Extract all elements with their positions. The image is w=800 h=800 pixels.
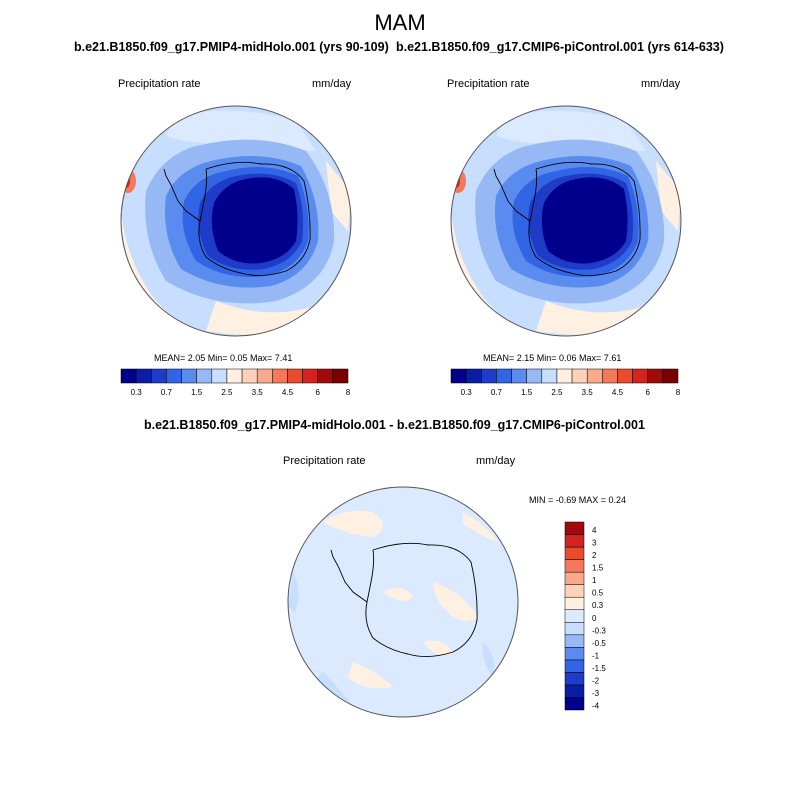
panel-1-colorbar-swatch: [332, 368, 349, 384]
panel-2-colorbar-swatch: [541, 368, 558, 384]
panel-2-colorbar-swatch: [602, 368, 618, 384]
panel-2-colorbar-tick-label: 3.5: [582, 388, 594, 397]
panel-1-variable: Precipitation rate: [118, 78, 201, 90]
panel-1-colorbar-swatch: [302, 368, 318, 384]
panel-2-colorbar-tick-label: 0.7: [491, 388, 503, 397]
panel-1-colorbar-swatch: [241, 368, 258, 384]
panel-1-colorbar-swatch: [226, 368, 243, 384]
panel-1-colorbar: 0.3 0.7 1.5 2.5 3.5 4.5 6 8: [120, 368, 351, 397]
diff-panel-stats: MIN = -0.69 MAX = 0.24: [529, 495, 627, 505]
diff-colorbar-swatch: [564, 559, 585, 573]
diff-colorbar-tick-label: 3: [592, 539, 597, 548]
panel-2-colorbar-swatch: [481, 368, 497, 384]
diff-colorbar-swatch: [564, 584, 585, 598]
diff-colorbar-swatch: [564, 622, 585, 636]
panel-1-colorbar-swatch: [317, 368, 334, 384]
diff-colorbar-tick-label: 0.3: [592, 601, 604, 610]
panel-1-colorbar-tick-label: 0.3: [131, 388, 143, 397]
panel-2-units: mm/day: [641, 78, 681, 90]
panel-1-colorbar-tick-label: 4.5: [282, 388, 294, 397]
diff-colorbar-swatch: [564, 596, 585, 610]
panel-2-colorbar-swatch: [526, 368, 543, 384]
panel-1-colorbar-swatch: [272, 368, 288, 384]
panel-1-colorbar-tick-label: 8: [346, 388, 351, 397]
panel-2-colorbar-tick-label: 1.5: [521, 388, 533, 397]
panel-2-colorbar-tick-label: 4.5: [612, 388, 624, 397]
diff-colorbar-tick-label: -2: [592, 676, 600, 685]
panel-1-colorbar-tick-label: 6: [316, 388, 321, 397]
diff-colorbar-swatch: [564, 521, 585, 535]
season-title: MAM: [374, 10, 426, 35]
panel-1-map: [120, 105, 352, 337]
panel-1-colorbar-tick-label: 3.5: [252, 388, 264, 397]
panel-2-colorbar-swatch: [511, 368, 527, 384]
diff-colorbar-swatch: [564, 697, 585, 711]
panel-1-colorbar-tick-label: 2.5: [221, 388, 233, 397]
panel-1-colorbar-swatch: [181, 368, 197, 384]
panel-1-colorbar-swatch: [120, 368, 137, 384]
panel-2-colorbar: 0.3 0.7 1.5 2.5 3.5 4.5 6 8: [450, 368, 681, 397]
diff-colorbar-tick-label: -4: [592, 702, 600, 711]
panel-2-colorbar-swatch: [586, 368, 603, 384]
panel-2-colorbar-swatch: [450, 368, 467, 384]
panel-2-colorbar-swatch: [496, 368, 512, 384]
diff-colorbar-tick-label: 1: [592, 576, 597, 585]
diff-colorbar-swatch: [564, 571, 585, 585]
panel-1-colorbar-tick-label: 0.7: [161, 388, 173, 397]
panel-2-colorbar-swatch: [556, 368, 573, 384]
panel-1-colorbar-swatch: [196, 368, 213, 384]
diff-colorbar-tick-label: -1: [592, 651, 600, 660]
panel-2-colorbar-swatch: [571, 368, 588, 384]
diff-colorbar-tick-label: -1.5: [592, 664, 606, 673]
panel-2-stats: MEAN= 2.15 Min= 0.06 Max= 7.61: [483, 353, 622, 363]
diff-colorbar-tick-label: -0.3: [592, 626, 606, 635]
diff-colorbar-swatch: [564, 659, 585, 673]
diff-colorbar-swatch: [564, 672, 585, 686]
diff-colorbar-tick-label: 1.5: [592, 564, 604, 573]
diff-colorbar: 4 3 2 1.5 1 0.5 0.3 0 -0.3 -0.5 -1 -1.5 -2 -3 -4: [564, 521, 606, 711]
panel-1-colorbar-swatch: [287, 368, 303, 384]
diff-colorbar-swatch: [564, 609, 585, 623]
panel-2-map: [450, 105, 682, 337]
diff-colorbar-tick-label: -0.5: [592, 639, 606, 648]
panel-1-stats: MEAN= 2.05 Min= 0.05 Max= 7.41: [154, 353, 293, 363]
diff-colorbar-swatch: [564, 634, 585, 648]
panel-2-colorbar-tick-label: 6: [646, 388, 651, 397]
panel-2-colorbar-swatch: [647, 368, 664, 384]
panel-1-colorbar-swatch: [166, 368, 182, 384]
diff-panel-units: mm/day: [476, 455, 516, 467]
diff-panel-map: [287, 486, 519, 718]
panel-2-colorbar-swatch: [465, 368, 482, 384]
diff-colorbar-tick-label: 4: [592, 526, 597, 535]
diff-colorbar-swatch: [564, 534, 585, 548]
diff-colorbar-tick-label: 0: [592, 614, 597, 623]
diff-colorbar-tick-label: 0.5: [592, 589, 604, 598]
diff-panel-title: b.e21.B1850.f09_g17.PMIP4-midHolo.001 - …: [144, 418, 645, 432]
panel-1-colorbar-swatch: [151, 368, 167, 384]
diff-colorbar-swatch: [564, 647, 585, 661]
diff-colorbar-swatch: [564, 546, 585, 560]
panel-1-units: mm/day: [312, 78, 352, 90]
diff-panel-variable: Precipitation rate: [283, 455, 366, 467]
panel-1-colorbar-tick-label: 1.5: [191, 388, 203, 397]
panel-2-colorbar-swatch: [662, 368, 679, 384]
diff-colorbar-swatch: [564, 684, 585, 698]
panel-1-title: b.e21.B1850.f09_g17.PMIP4-midHolo.001 (y…: [74, 40, 389, 54]
panel-2-colorbar-tick-label: 0.3: [461, 388, 473, 397]
diff-colorbar-tick-label: 2: [592, 551, 597, 560]
panel-2-colorbar-swatch: [632, 368, 648, 384]
panel-1-colorbar-swatch: [256, 368, 273, 384]
panel-2-colorbar-swatch: [617, 368, 633, 384]
panel-1-colorbar-swatch: [135, 368, 152, 384]
panel-2-variable: Precipitation rate: [447, 78, 530, 90]
panel-2-colorbar-tick-label: 8: [676, 388, 681, 397]
panel-2-title: b.e21.B1850.f09_g17.CMIP6-piControl.001 …: [396, 40, 724, 54]
panel-2-colorbar-tick-label: 2.5: [551, 388, 563, 397]
panel-1-colorbar-swatch: [211, 368, 228, 384]
diff-colorbar-tick-label: -3: [592, 689, 600, 698]
